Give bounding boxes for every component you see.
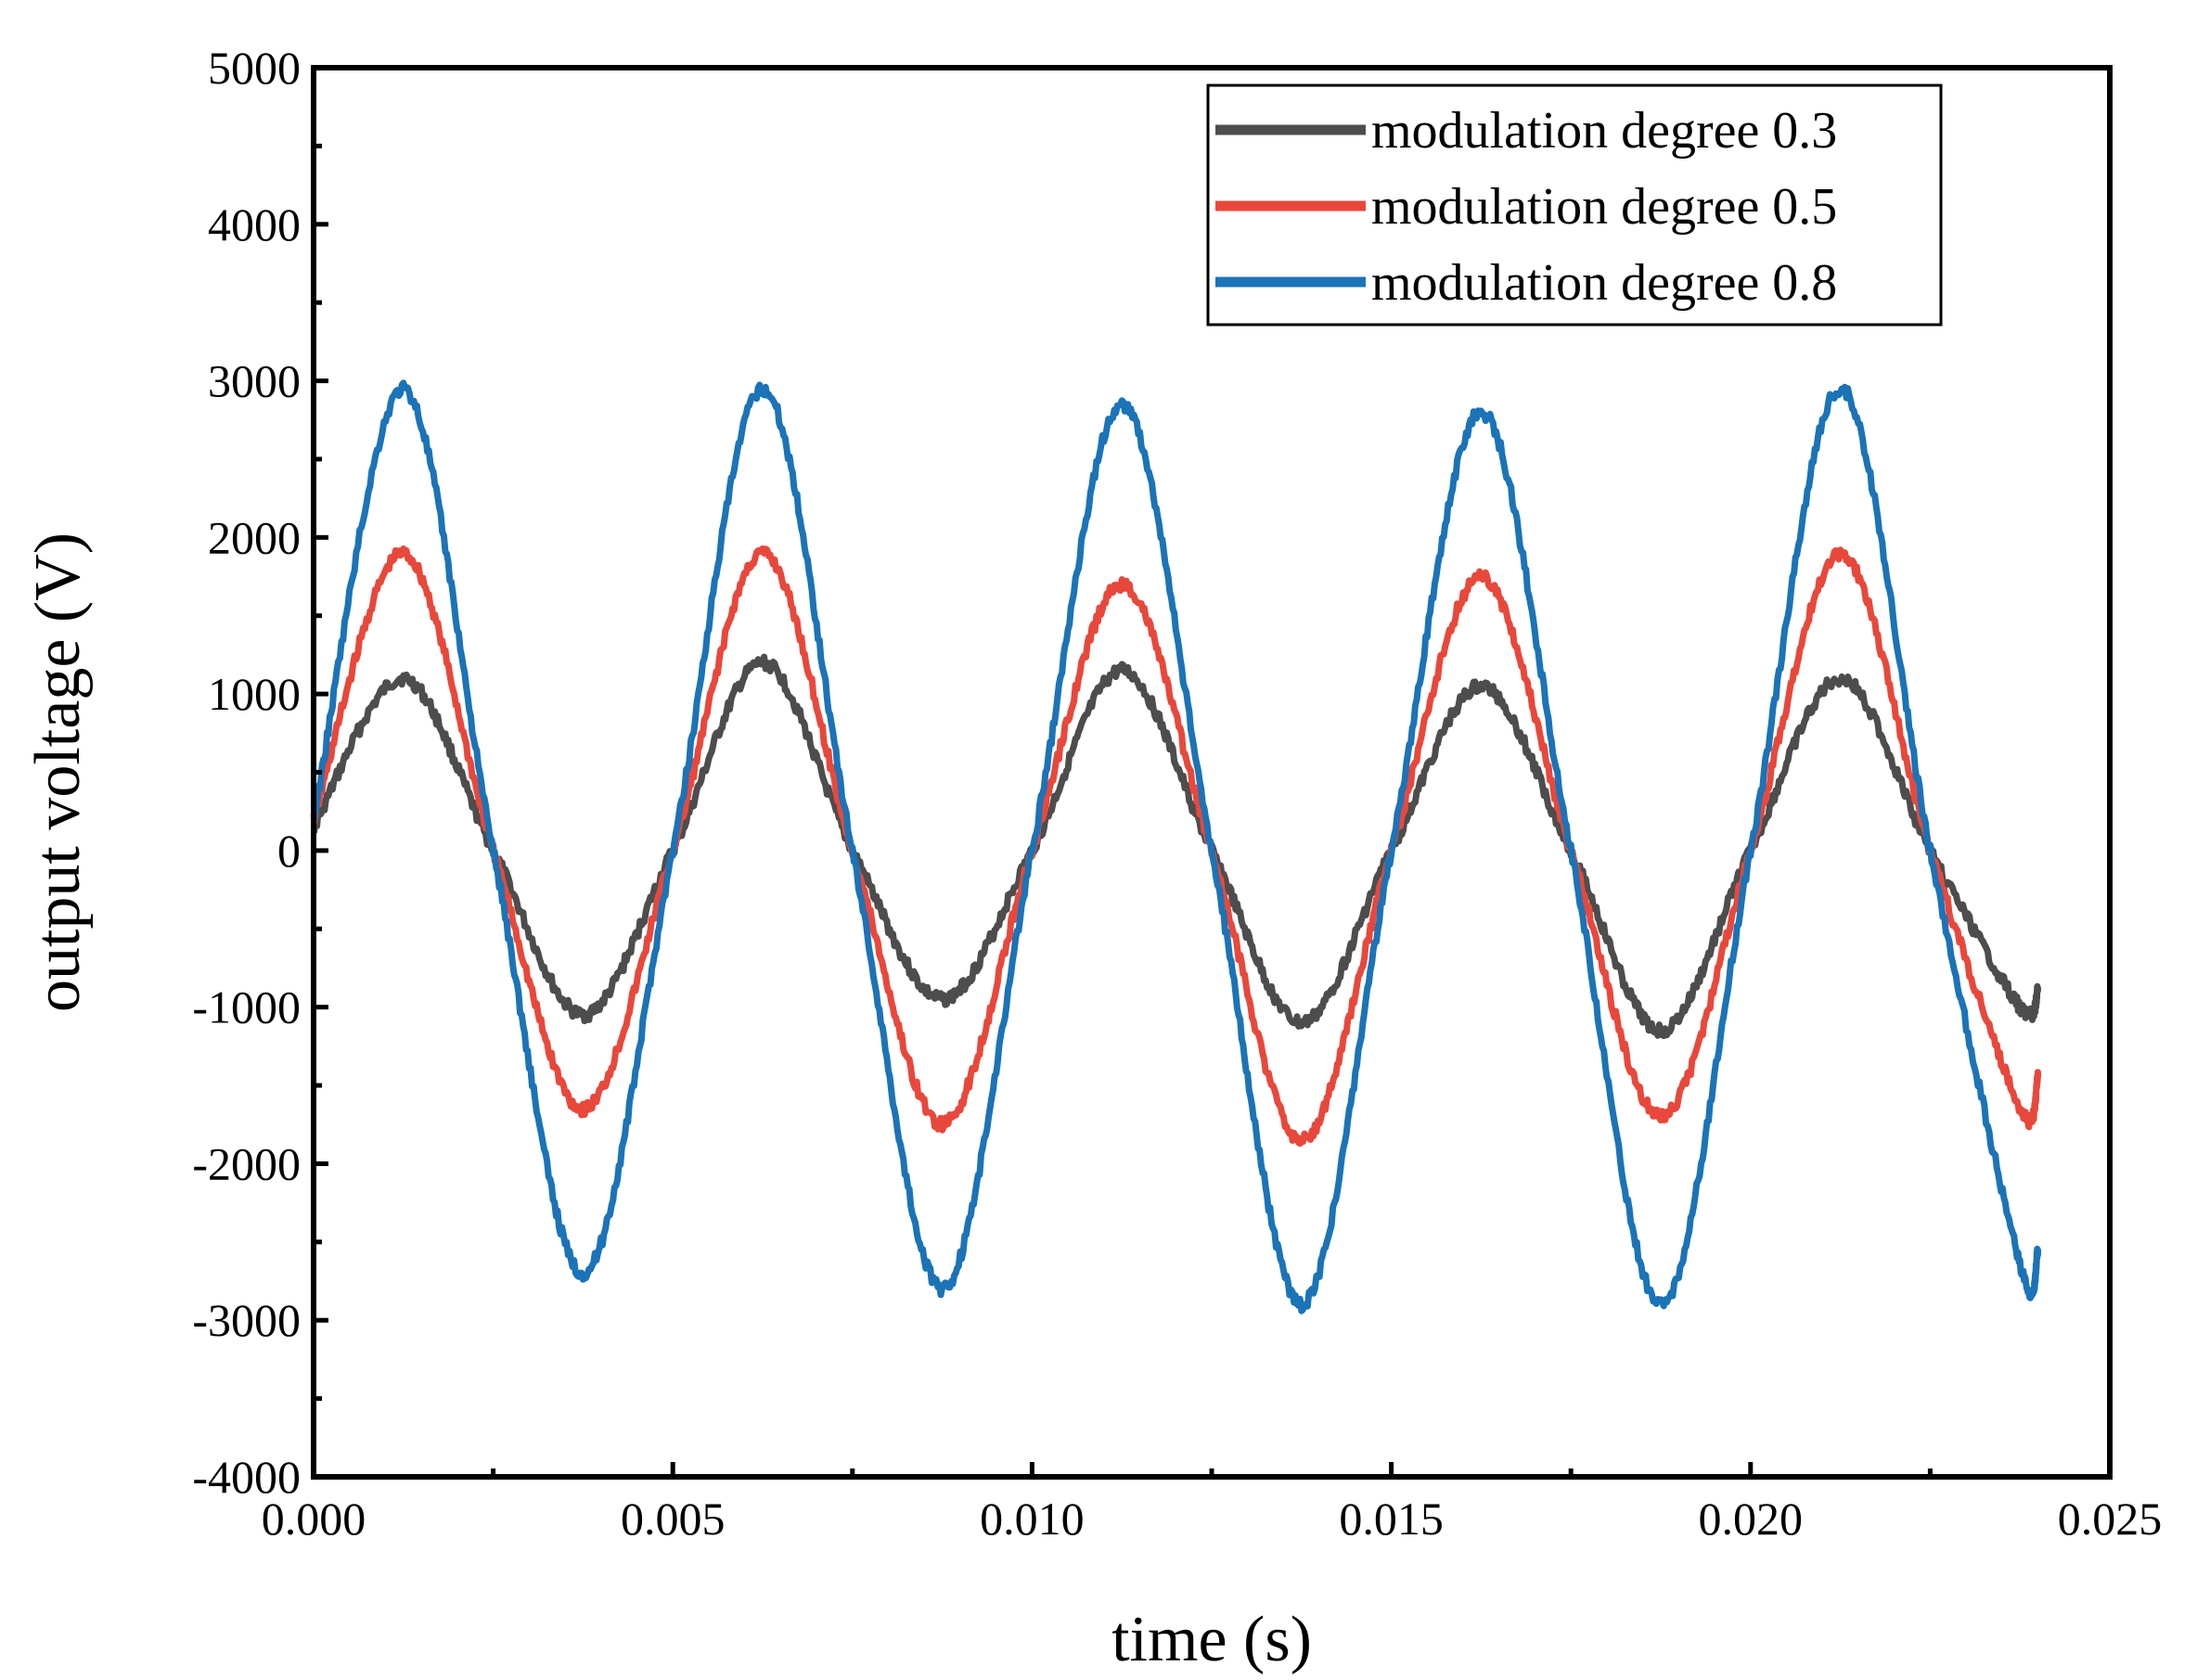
x-tick-label: 0.010 — [980, 1493, 1085, 1545]
data-point — [1929, 850, 1931, 852]
y-tick-label: -1000 — [192, 981, 301, 1033]
x-tick-label: 0.005 — [621, 1493, 726, 1545]
data-point — [493, 850, 495, 852]
x-axis: 0.000 0.005 0.010 0.015 0.020 0.025 — [262, 1462, 2163, 1545]
data-point — [1301, 1303, 1303, 1305]
y-tick-label: 0 — [277, 825, 301, 877]
data-point — [1660, 1116, 1662, 1118]
y-tick-label: 5000 — [208, 42, 301, 94]
legend: modulation degree 0.3 modulation degree 0… — [1206, 83, 1943, 327]
data-point — [1301, 1022, 1303, 1024]
data-point — [942, 1288, 944, 1289]
data-point — [1391, 850, 1393, 852]
data-point — [1121, 670, 1123, 672]
data-point — [1480, 686, 1482, 687]
y-tick-label: 3000 — [208, 355, 301, 407]
data-point — [762, 388, 764, 390]
data-point — [1480, 411, 1482, 413]
legend-label: modulation degree 0.3 — [1371, 102, 1837, 160]
x-tick-label: 0.025 — [2058, 1493, 2163, 1545]
data-point — [582, 1014, 584, 1016]
data-point — [762, 552, 764, 554]
legend-label: modulation degree 0.5 — [1371, 178, 1837, 236]
data-point — [582, 1273, 584, 1275]
data-point — [1840, 552, 1842, 554]
data-point — [1211, 850, 1213, 852]
data-point — [2037, 1249, 2039, 1250]
legend-label: modulation degree 0.8 — [1371, 254, 1837, 312]
data-point — [942, 998, 944, 1000]
data-point — [942, 1123, 944, 1125]
data-point — [1121, 404, 1123, 405]
data-point — [2037, 991, 2039, 993]
y-tick-label: 4000 — [208, 199, 301, 250]
data-point — [403, 677, 405, 679]
data-point — [2019, 1264, 2021, 1266]
data-point — [762, 661, 764, 663]
x-tick-label: 0.000 — [262, 1493, 366, 1545]
y-axis-title: output voltage (V) — [22, 532, 94, 1012]
y-tick-label: -2000 — [192, 1137, 301, 1189]
data-point — [1660, 1030, 1662, 1032]
y-tick-label: 1000 — [208, 668, 301, 720]
data-point — [852, 850, 854, 852]
data-point — [1121, 584, 1123, 585]
data-point — [1301, 1139, 1303, 1141]
data-point — [2019, 1108, 2021, 1109]
x-tick-label: 0.020 — [1699, 1493, 1804, 1545]
data-point — [2037, 1077, 2039, 1079]
data-point — [672, 850, 674, 852]
x-axis-title: time (s) — [1111, 1604, 1312, 1675]
data-point — [1570, 850, 1572, 852]
y-tick-label: -3000 — [192, 1294, 301, 1346]
series-line — [311, 379, 2042, 1315]
data-point — [1840, 677, 1842, 679]
data-point — [1840, 388, 1842, 390]
data-point — [403, 552, 405, 554]
x-tick-label: 0.015 — [1339, 1493, 1444, 1545]
data-point — [582, 1108, 584, 1109]
y-tick-label: 2000 — [208, 511, 301, 563]
data-point — [1750, 850, 1752, 852]
data-point — [403, 388, 405, 390]
data-point — [1480, 576, 1482, 578]
y-tick-label: -4000 — [192, 1451, 301, 1503]
data-point — [1660, 1303, 1662, 1305]
data-point — [2019, 1007, 2021, 1008]
data-point — [1031, 850, 1033, 852]
series-layer — [310, 379, 2042, 1315]
y-axis: -4000 -3000 -2000 -1000 0 1000 2000 3000 4000 500… — [192, 42, 328, 1503]
